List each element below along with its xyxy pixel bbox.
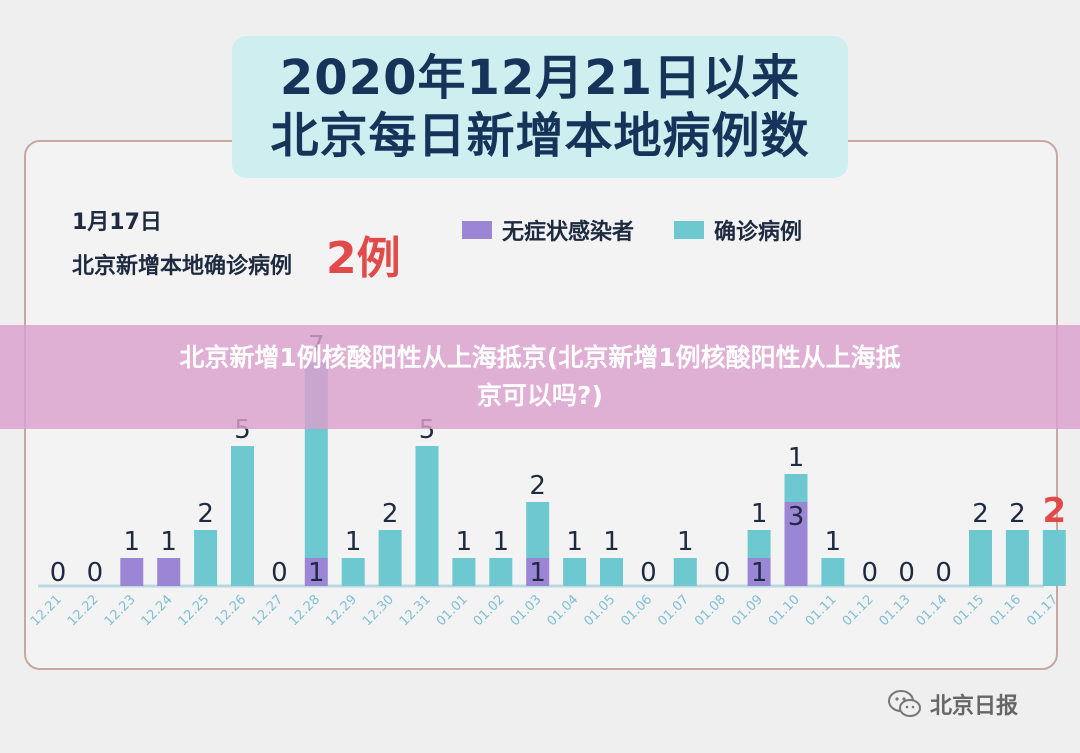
bar-confirmed (526, 502, 550, 558)
bar-confirmed (1005, 530, 1029, 586)
bar-confirmed (1042, 530, 1066, 586)
data-label-total: 1 (345, 527, 362, 557)
data-label-total: 0 (50, 558, 67, 588)
data-label-total: 0 (640, 558, 657, 588)
legend-label-confirmed: 确诊病例 (714, 220, 803, 245)
title-line-2: 北京每日新增本地病例数 (270, 108, 810, 164)
data-label-total: 0 (935, 558, 952, 588)
bar-asymptomatic (157, 558, 181, 586)
bar-confirmed (600, 558, 623, 586)
bar-confirmed (673, 558, 697, 586)
x-tick-label: 12.21 (28, 592, 65, 629)
wechat-icon (888, 690, 921, 717)
bar-asymptomatic (747, 558, 771, 586)
data-label-total: 2 (1009, 499, 1026, 529)
x-tick-label: 12.28 (286, 592, 323, 629)
caption-line-1: 北京新增1例核酸阳性从上海抵京(北京新增1例核酸阳性从上海抵 (179, 343, 901, 372)
bar-confirmed (378, 530, 402, 586)
x-tick-label: 01.02 (471, 592, 508, 629)
data-label-confirmed: 1 (751, 499, 768, 529)
x-tick-label: 12.30 (360, 592, 397, 629)
bar-confirmed (821, 558, 845, 586)
x-tick-label: 01.06 (618, 592, 655, 629)
bar-confirmed (452, 558, 476, 586)
data-label-total: 1 (493, 527, 510, 557)
x-tick-label: 12.24 (139, 592, 176, 629)
data-label-total: 0 (87, 558, 104, 588)
x-tick-label: 01.13 (877, 592, 914, 629)
title-banner: 2020年12月21日以来 北京每日新增本地病例数 (232, 36, 848, 178)
chart-legend: 无症状感染者 确诊病例 (462, 214, 802, 246)
x-tick-label: 01.12 (840, 592, 877, 629)
x-tick-label: 01.15 (950, 592, 987, 629)
data-label-total: 1 (825, 527, 842, 557)
data-label-confirmed: 2 (529, 471, 546, 501)
legend-item-asymptomatic: 无症状感染者 (462, 214, 634, 246)
data-label-total: 1 (160, 527, 177, 557)
x-tick-label: 01.01 (434, 592, 471, 629)
legend-item-confirmed: 确诊病例 (674, 214, 802, 246)
x-tick-label: 01.04 (545, 592, 582, 629)
bar-confirmed (231, 446, 254, 586)
data-label-asymptomatic: 1 (308, 558, 325, 588)
x-tick-label: 12.29 (323, 592, 360, 629)
data-label-total: 1 (456, 527, 473, 557)
headline-date: 1月17日 (72, 210, 162, 235)
data-label-total: 1 (603, 527, 620, 557)
data-label-total: 2 (1042, 491, 1066, 531)
data-label-asymptomatic: 1 (529, 558, 546, 588)
data-label-total: 2 (197, 499, 214, 529)
legend-swatch-confirmed (674, 221, 705, 239)
bar-confirmed (489, 558, 513, 586)
data-label-total: 2 (972, 499, 989, 529)
headline-value: 2例 (326, 233, 401, 284)
x-tick-label: 01.07 (655, 592, 692, 629)
data-label-asymptomatic: 1 (751, 558, 768, 588)
caption-line-2: 京可以吗?) (477, 381, 603, 410)
legend-swatch-asymptomatic (462, 221, 492, 239)
x-tick-label: 01.08 (692, 592, 729, 629)
data-label-total: 1 (566, 527, 583, 557)
x-tick-label: 12.23 (102, 592, 139, 629)
bar-confirmed (747, 530, 771, 558)
data-label-total: 1 (677, 527, 694, 557)
bar-confirmed (969, 530, 992, 586)
x-tick-label: 01.03 (508, 592, 545, 629)
headline-label: 北京新增本地确诊病例 (72, 254, 293, 279)
data-label-total: 1 (124, 527, 141, 557)
legend-label-asymptomatic: 无症状感染者 (502, 220, 635, 245)
x-tick-label: 01.10 (766, 592, 803, 629)
x-tick-label: 12.27 (249, 592, 286, 629)
x-tick-label: 12.22 (65, 592, 102, 629)
x-tick-label: 01.14 (914, 592, 951, 629)
x-tick-label: 01.05 (581, 592, 618, 629)
bar-confirmed (194, 530, 218, 586)
data-label-confirmed: 1 (788, 443, 805, 473)
x-tick-label: 12.25 (176, 592, 213, 629)
source-watermark: 北京日报 (888, 688, 1018, 720)
data-label-total: 2 (382, 499, 399, 529)
x-tick-label: 01.11 (803, 592, 840, 629)
bar-asymptomatic (784, 502, 808, 586)
x-tick-label: 12.31 (397, 592, 434, 629)
data-label-total: 0 (862, 558, 879, 588)
x-tick-label: 01.09 (729, 592, 766, 629)
bar-confirmed (415, 446, 439, 586)
data-label-asymptomatic: 3 (788, 502, 805, 532)
x-tick-label: 01.16 (987, 592, 1024, 629)
data-label-total: 0 (898, 558, 915, 588)
title-line-1: 2020年12月21日以来 (279, 50, 801, 106)
x-tick-label: 01.17 (1024, 592, 1061, 629)
bar-asymptomatic (120, 558, 144, 586)
bar-confirmed (784, 474, 808, 502)
data-label-total: 0 (271, 558, 288, 588)
x-tick-label: 12.26 (212, 592, 249, 629)
bar-asymptomatic (304, 558, 328, 586)
data-label-total: 0 (714, 558, 731, 588)
bar-confirmed (341, 558, 365, 586)
caption-overlay: 北京新增1例核酸阳性从上海抵京(北京新增1例核酸阳性从上海抵 京可以吗?) (0, 325, 1080, 429)
bar-asymptomatic (526, 558, 550, 586)
watermark-text: 北京日报 (930, 694, 1019, 719)
bar-confirmed (563, 558, 587, 586)
